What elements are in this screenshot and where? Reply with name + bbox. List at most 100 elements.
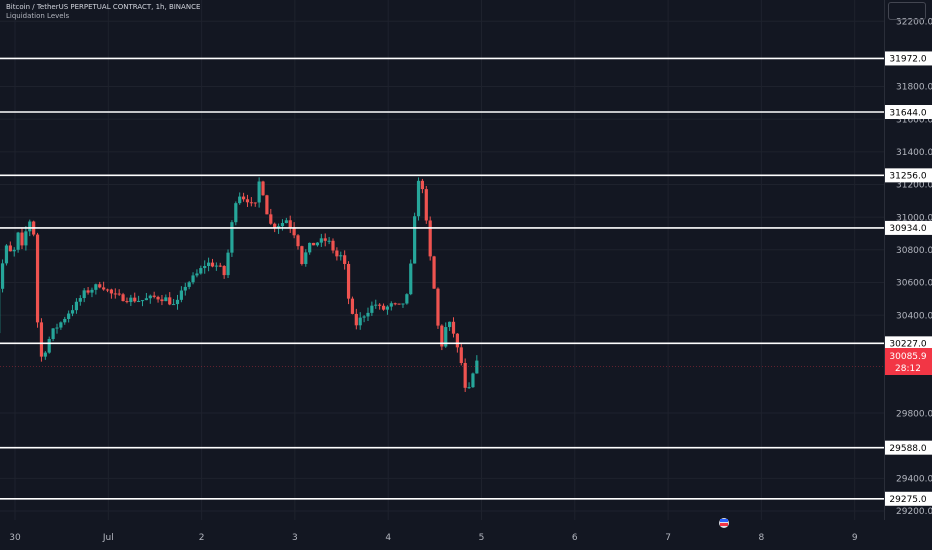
candle-body (90, 289, 94, 293)
level-label: 30934.0 (889, 224, 926, 234)
candle-body (117, 293, 121, 295)
candle-body (370, 305, 374, 313)
candle-body (432, 256, 436, 289)
candle-body (59, 322, 63, 328)
indicator-name: Liquidation Levels (6, 12, 70, 20)
candle-body (168, 297, 172, 305)
candle-body (389, 303, 393, 307)
candle-body (206, 262, 211, 266)
candle-body (467, 387, 471, 389)
candle-body (343, 255, 347, 264)
candle-body (94, 284, 98, 290)
candle-body (354, 313, 358, 326)
candle-body (448, 321, 452, 328)
candle-body (420, 180, 425, 190)
time-tick-label: Jul (102, 533, 114, 543)
candle-body (444, 327, 448, 347)
price-axis[interactable] (884, 0, 932, 520)
candle-body (296, 235, 300, 247)
symbol-title: Bitcoin / TetherUS PERPETUAL CONTRACT, 1… (6, 3, 201, 11)
candle-body (230, 222, 234, 253)
time-tick-label: 4 (385, 533, 391, 543)
candle-body (98, 284, 102, 288)
candle-body (350, 298, 355, 314)
candle-body (292, 227, 296, 236)
candle-body (78, 298, 82, 302)
candle-body (393, 303, 397, 305)
candle-body (416, 180, 421, 217)
candle-body (323, 238, 327, 241)
candle-body (374, 304, 378, 306)
time-axis-ticks: 30 Jul 2 3 4 5 6 7 8 9 (9, 533, 858, 543)
candle-body (335, 250, 339, 257)
candle-body (362, 316, 366, 318)
time-tick-label: 30 (9, 533, 21, 543)
candle-body (381, 305, 386, 310)
candle-body (401, 303, 405, 305)
candle-body (24, 231, 28, 246)
candle-body (70, 310, 75, 314)
candle-body (35, 234, 40, 323)
candle-body (413, 216, 417, 264)
candle-body (144, 298, 148, 301)
candle-body (339, 255, 343, 257)
candle-body (459, 347, 463, 363)
candle-body (249, 202, 253, 204)
candle-body (436, 288, 440, 326)
level-label-box (885, 440, 932, 455)
time-tick-label: 2 (199, 533, 205, 543)
level-label: 31972.0 (889, 55, 926, 65)
candle-body (319, 238, 323, 243)
candle-body (311, 242, 316, 246)
settings-button[interactable] (888, 2, 926, 20)
candle-body (269, 214, 273, 224)
price-axis-ticks: 32200.0 31800.0 31600.0 31400.0 31200.0 31000… (896, 17, 932, 517)
candle-body (405, 294, 409, 304)
candle-body (284, 220, 288, 224)
candle-body (47, 338, 51, 353)
level-label-box (885, 168, 932, 183)
time-tick-label: 5 (479, 533, 485, 543)
level-label: 29588.0 (889, 444, 926, 454)
candle-body (451, 321, 456, 334)
time-tick-label: 3 (292, 533, 298, 543)
current-price-badge: 30085.9 28:12 (885, 348, 932, 375)
candle-body (125, 301, 129, 303)
liquidation-levels (0, 57, 884, 500)
time-axis[interactable] (0, 520, 932, 550)
level-label-box (885, 220, 932, 235)
level-label-box (885, 105, 932, 119)
candle-body (175, 299, 180, 305)
level-label-box (885, 491, 932, 506)
candle-body (222, 266, 226, 276)
candle-body (195, 273, 199, 276)
candle-body (214, 265, 218, 267)
time-tick-label: 7 (665, 533, 671, 543)
grid (0, 0, 884, 520)
price-tick-label: 31600.0 (896, 115, 932, 125)
candle-body (366, 312, 370, 317)
time-tick-label: 9 (852, 533, 858, 543)
price-tick-label: 29400.0 (896, 475, 932, 485)
event-flag-icon[interactable] (719, 518, 729, 528)
candle-body (121, 294, 125, 302)
candle-body (55, 327, 59, 329)
level-labels: 31972.0 31644.0 31256.0 30934.0 30227.0 29588… (885, 51, 932, 506)
price-tick-label: 31800.0 (896, 83, 932, 93)
current-price-label: 30085.9 (889, 352, 926, 362)
candle-body (140, 300, 145, 302)
price-tick-label: 29800.0 (896, 409, 932, 419)
candle-body (210, 262, 215, 267)
candle-body (471, 373, 475, 388)
candle-body (238, 196, 242, 204)
price-tick-label: 29200.0 (896, 507, 932, 517)
price-tick-label: 30800.0 (896, 246, 932, 256)
candle-body (475, 360, 479, 374)
candle-body (172, 304, 176, 306)
candle-body (113, 293, 117, 295)
candle-body (203, 265, 207, 269)
candle-body (308, 242, 312, 253)
candle-body (385, 306, 390, 310)
